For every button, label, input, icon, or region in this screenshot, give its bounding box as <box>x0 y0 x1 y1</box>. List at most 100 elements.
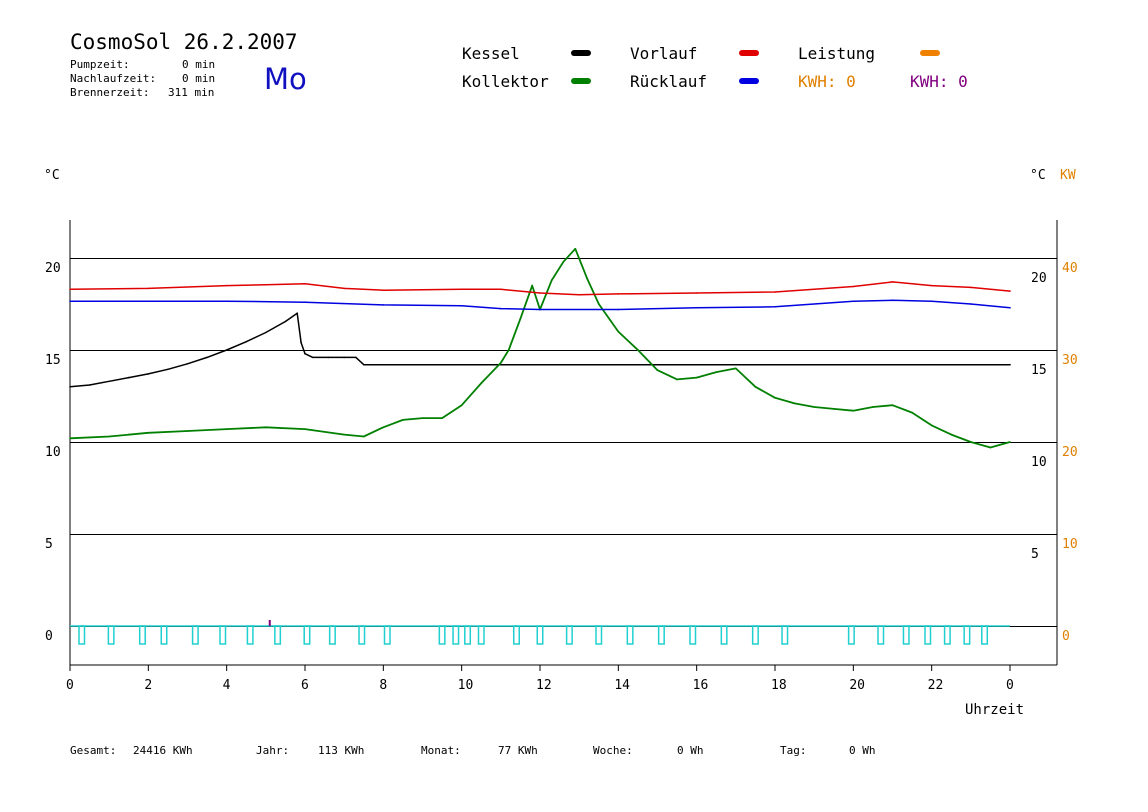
data-point-vorlauf <box>500 288 502 291</box>
data-point-kollektor <box>852 409 855 412</box>
pump-pulse <box>595 625 603 645</box>
x-tick-label: 0 <box>66 678 74 693</box>
data-point-kessel <box>167 368 169 371</box>
y-tick-right: 10 <box>1031 455 1047 470</box>
brennerzeit-value: 311 min <box>168 86 215 99</box>
data-point-ruecklauf <box>539 308 541 311</box>
x-tick-label: 8 <box>379 678 387 693</box>
x-tick-label: 6 <box>301 678 309 693</box>
data-point-kollektor <box>574 248 577 250</box>
data-point-vorlauf <box>695 292 698 294</box>
x-tick-label: 0 <box>1006 678 1014 693</box>
legend-leistung-label: Leistung <box>798 44 876 63</box>
kwh-total-value: KWH: 0 <box>910 72 968 91</box>
pump-pulse <box>924 625 932 645</box>
pump-pulse <box>246 625 254 645</box>
pump-pulse <box>781 625 789 645</box>
data-point-kollektor <box>69 437 71 440</box>
data-point-kollektor <box>676 378 678 381</box>
y-tick-right-kw: 40 <box>1062 261 1078 276</box>
data-point-ruecklauf <box>617 308 620 311</box>
y-tick-left: 0 <box>45 629 53 644</box>
data-point-kollektor <box>970 441 972 443</box>
data-point-vorlauf <box>852 285 855 288</box>
y-tick-right: 5 <box>1031 547 1039 562</box>
legend-ruecklauf-label: Rücklauf <box>630 72 708 91</box>
data-point-kollektor <box>813 406 815 408</box>
pump-pulse <box>160 625 168 645</box>
data-point-kessel <box>128 376 130 379</box>
y-tick-left: 15 <box>45 353 61 368</box>
data-point-kollektor <box>402 419 404 421</box>
data-point-ruecklauf <box>304 301 306 304</box>
data-point-kollektor <box>872 406 874 408</box>
x-tick-label: 18 <box>771 678 787 693</box>
x-tick-label: 20 <box>849 678 865 693</box>
pump-pulse <box>877 625 885 645</box>
pump-pulse <box>847 625 855 645</box>
data-point-kollektor <box>531 284 533 287</box>
data-point-vorlauf <box>617 293 620 295</box>
data-point-kessel <box>69 386 71 388</box>
legend-vorlauf-label: Vorlauf <box>630 44 698 63</box>
pump-pulse <box>358 625 366 645</box>
data-point-kollektor <box>147 432 150 434</box>
data-point-kessel <box>617 363 620 366</box>
series-line-kollektor <box>69 247 1011 449</box>
data-point-vorlauf <box>970 286 972 289</box>
data-point-vorlauf <box>539 292 541 294</box>
y-tick-right-kw: 30 <box>1062 353 1078 368</box>
data-point-kollektor <box>911 411 913 414</box>
data-point-kollektor <box>382 426 385 429</box>
data-point-kessel <box>147 373 150 375</box>
data-point-ruecklauf <box>500 307 502 310</box>
y-tick-left: 20 <box>45 261 61 276</box>
x-tick-label: 14 <box>614 678 630 693</box>
data-point-kessel <box>312 356 314 359</box>
data-point-kollektor <box>551 279 553 281</box>
data-point-vorlauf <box>382 289 385 292</box>
data-point-kollektor <box>562 260 565 263</box>
x-axis-label: Uhrzeit <box>965 702 1024 718</box>
pump-pulse <box>78 625 86 645</box>
y-axis-left-unit: °C <box>44 168 60 183</box>
data-point-vorlauf <box>891 281 894 283</box>
pump-pulse <box>383 625 391 645</box>
weekday-label: Mo <box>264 62 307 96</box>
pump-pulse <box>303 625 311 645</box>
data-point-kessel <box>460 363 463 366</box>
data-point-kollektor <box>186 430 189 432</box>
data-point-kollektor <box>833 408 835 410</box>
data-point-ruecklauf <box>69 300 71 303</box>
y-tick-right-kw: 20 <box>1062 445 1078 460</box>
x-tick-label: 22 <box>928 678 944 693</box>
data-point-kollektor <box>891 404 894 407</box>
kwh-leistung-value: KWH: 0 <box>798 72 856 91</box>
tick-layer: 20 15 10 5 0 20 15 10 5 40 30 20 10 0 0 2 4 6 8 10 12 14 16 18 2… <box>45 261 1078 693</box>
data-point-kessel <box>852 363 855 366</box>
y-tick-right-kw: 0 <box>1062 629 1070 644</box>
data-point-vorlauf <box>343 287 346 290</box>
pump-pulse <box>477 625 485 645</box>
data-point-vorlauf <box>265 283 267 286</box>
data-point-kessel <box>245 340 248 343</box>
nachlaufzeit-value: 0 min <box>182 72 216 85</box>
data-point-kessel <box>108 380 110 383</box>
pump-pulse <box>981 625 989 645</box>
data-point-kollektor <box>715 371 718 373</box>
legend-kessel-label: Kessel <box>462 44 520 63</box>
pumpzeit-value: 0 min <box>182 58 216 71</box>
data-point-kessel <box>774 363 776 366</box>
series-layer <box>69 247 1011 449</box>
data-point-kollektor <box>500 362 502 364</box>
chart-title: CosmoSol 26.2.2007 <box>70 30 298 54</box>
footer-monat-label: Monat: <box>421 744 461 757</box>
pump-pulse <box>464 625 472 645</box>
pump-pulse <box>536 625 544 645</box>
data-point-kollektor <box>989 446 992 449</box>
y-tick-left: 10 <box>45 445 61 460</box>
data-point-kollektor <box>480 382 483 384</box>
data-point-ruecklauf <box>1009 306 1011 309</box>
data-point-vorlauf <box>304 283 306 285</box>
